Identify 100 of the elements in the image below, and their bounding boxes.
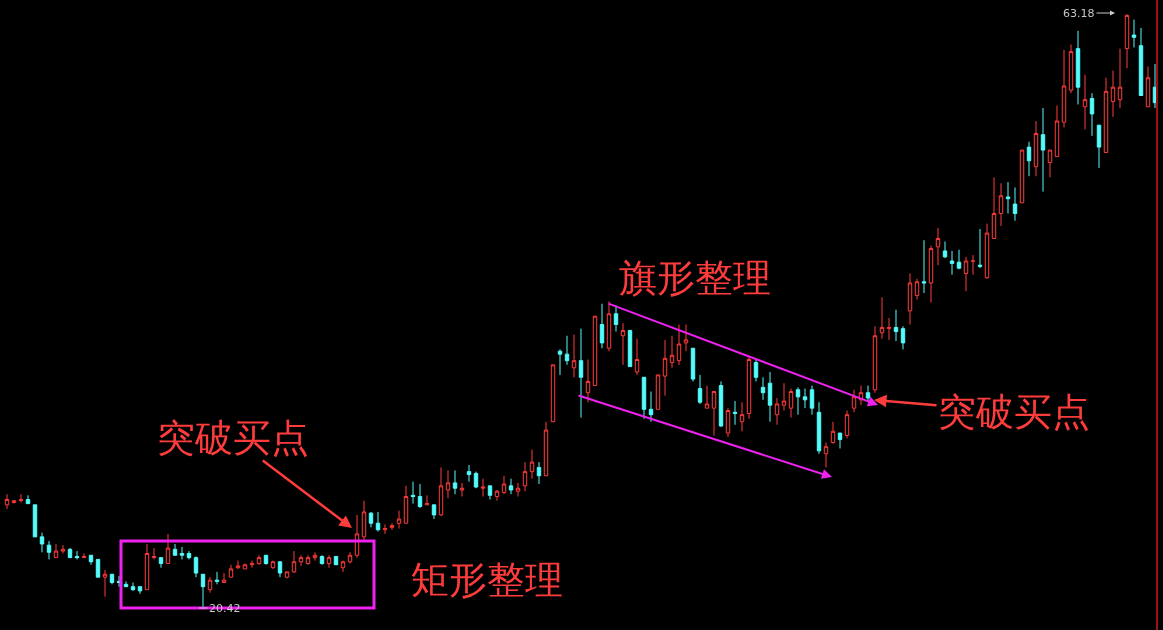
candlestick <box>130 582 136 592</box>
candlestick <box>823 442 829 468</box>
candlestick <box>844 410 850 439</box>
candlestick <box>718 380 724 428</box>
candlestick <box>802 388 808 409</box>
candlestick <box>1033 120 1039 177</box>
candlestick <box>459 482 465 498</box>
candlestick <box>984 223 990 280</box>
candlestick <box>907 272 913 325</box>
candlestick <box>522 461 528 492</box>
candlestick <box>39 532 45 553</box>
candlestick <box>634 338 640 376</box>
candlestick <box>1110 70 1116 118</box>
candlestick <box>46 540 52 560</box>
candlestick <box>998 182 1004 227</box>
candlestick <box>1068 43 1074 94</box>
candlestick <box>32 504 38 538</box>
candlestick <box>501 475 507 495</box>
candlestick <box>123 580 129 588</box>
candlestick <box>424 494 430 506</box>
candlestick <box>1089 92 1095 137</box>
candlestick <box>102 569 108 598</box>
candlestick <box>228 564 234 578</box>
candlestick <box>851 389 857 413</box>
candlestick <box>445 469 451 499</box>
candlestick <box>515 482 521 498</box>
candlestick <box>319 554 325 566</box>
candlestick <box>116 575 122 588</box>
candlestick <box>466 464 472 483</box>
candlestick <box>543 421 549 477</box>
candlestick <box>585 358 591 403</box>
candlestick <box>67 547 73 559</box>
candlestick <box>1054 105 1060 158</box>
candlestick <box>1019 149 1025 204</box>
candlestick <box>1082 74 1088 130</box>
candlestick <box>1075 30 1081 105</box>
candlestick <box>620 322 626 366</box>
candlestick <box>480 478 486 498</box>
candlestick <box>781 382 787 412</box>
candlestick <box>690 347 696 382</box>
candlestick <box>914 278 920 301</box>
candlestick <box>928 245 934 304</box>
candlestick <box>893 309 899 342</box>
candlestick <box>704 385 710 409</box>
candlestick <box>578 328 584 419</box>
candlestick <box>1117 48 1123 109</box>
candlestick <box>606 300 612 352</box>
candlestick <box>1103 77 1109 153</box>
candlestick <box>298 554 304 567</box>
candlestick <box>487 485 493 500</box>
candlestick <box>1005 181 1011 215</box>
candlestick <box>165 533 171 565</box>
candlestick <box>396 510 402 530</box>
candlestick <box>564 335 570 366</box>
candlestick <box>648 391 654 423</box>
candlestick <box>767 371 773 423</box>
candlestick <box>347 551 353 565</box>
candlestick <box>95 558 101 578</box>
candlestick <box>494 489 500 502</box>
annotation: 20.42 <box>209 602 241 615</box>
candlestick <box>1131 19 1137 48</box>
candlestick <box>837 432 843 449</box>
candlestick <box>1145 65 1151 108</box>
candlestick <box>865 385 871 403</box>
candlestick <box>641 376 647 420</box>
candlestick <box>179 546 185 560</box>
candlestick <box>753 357 759 382</box>
candlestick <box>900 325 906 350</box>
candlestick <box>438 466 444 517</box>
candlestick <box>1026 141 1032 177</box>
candlestick <box>263 554 269 566</box>
candlestick <box>403 485 409 524</box>
candlestick <box>375 511 381 533</box>
candlestick <box>361 500 367 541</box>
candlestick <box>1047 149 1053 178</box>
candlestick <box>711 391 717 436</box>
candlestick <box>795 386 801 416</box>
candlestick <box>18 493 24 503</box>
candlestick <box>249 560 255 569</box>
candlestick <box>172 543 178 556</box>
candlestick <box>452 469 458 495</box>
candlestick <box>1096 124 1102 169</box>
candlestick <box>242 563 248 570</box>
candlestick <box>340 560 346 573</box>
candlestick <box>74 550 80 560</box>
candlestick <box>788 388 794 419</box>
candlestick <box>655 374 661 410</box>
candlestick <box>291 550 297 574</box>
candlestick <box>1012 186 1018 222</box>
candlestick <box>431 504 437 520</box>
candlestick <box>886 317 892 341</box>
candlestick <box>53 543 59 559</box>
candlestick <box>550 364 556 423</box>
candlestick <box>529 449 535 480</box>
annotation: 旗形整理 <box>619 257 771 299</box>
candlestick <box>977 228 983 269</box>
candlestick <box>284 571 290 579</box>
candlestick <box>221 572 227 584</box>
candlestick <box>1124 13 1130 69</box>
candlestick <box>816 401 822 455</box>
